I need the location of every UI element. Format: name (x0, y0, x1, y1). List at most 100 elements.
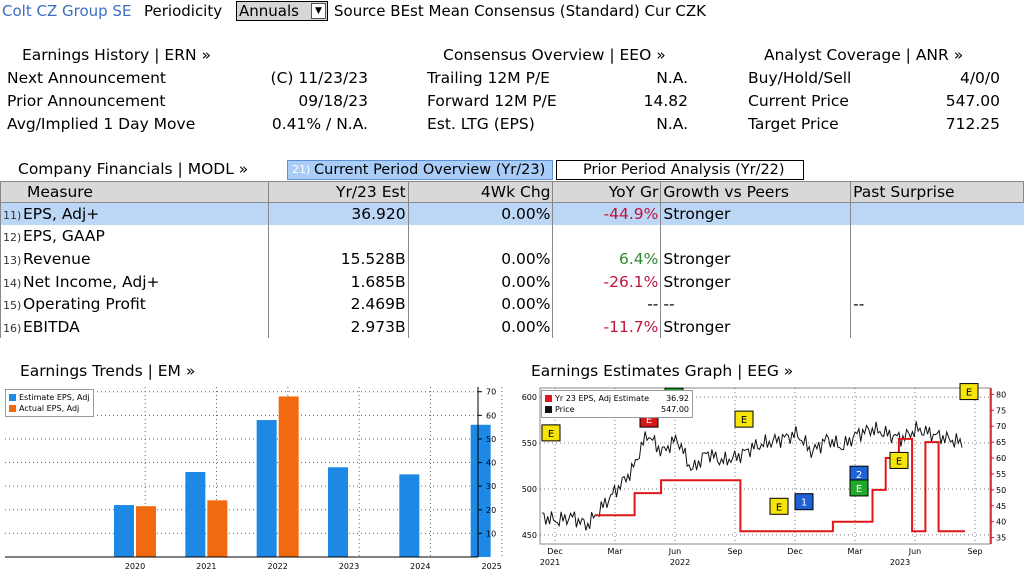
earnings-trends-link[interactable]: Earnings Trends | EM » (20, 362, 196, 380)
column-header[interactable]: Past Surprise (850, 181, 1024, 203)
tab-label: Current Period Overview (Yr/23) (314, 162, 546, 178)
table-header-row: Measure Yr/23 Est 4Wk Chg YoY Gr Growth … (0, 181, 1024, 203)
bar-actual (278, 396, 299, 557)
change-cell: 0.00% (407, 270, 553, 293)
earnings-marker-label: E (741, 415, 747, 426)
y-tick-label: 70 (486, 388, 496, 397)
y-tick-label-right: 45 (996, 502, 1006, 511)
table-row[interactable]: 16) EBITDA 2.973B 0.00% -11.7% Stronger (0, 315, 1024, 339)
y-tick-label-left: 450 (522, 531, 537, 540)
chevron-down-icon[interactable]: ▼ (311, 3, 326, 19)
company-financials-link[interactable]: Company Financials | MODL » (18, 160, 249, 178)
surprise-cell (850, 315, 1024, 339)
table-row[interactable]: 12) EPS, GAAP (0, 225, 1024, 248)
trends-legend: Estimate EPS, Adj Actual EPS, Adj (5, 389, 94, 417)
column-header[interactable]: YoY Gr (552, 181, 662, 203)
table-row[interactable]: 13) Revenue 15.528B 0.00% 6.4% Stronger (0, 247, 1024, 271)
earnings-marker-label: E (776, 502, 782, 513)
bar-estimate (470, 424, 491, 557)
security-header-bar: Colt CZ Group SE Periodicity Annuals ▼ S… (0, 0, 1024, 22)
ltg-value: N.A. (656, 115, 688, 133)
yoy-cell: -26.1% (552, 270, 661, 293)
row-number: 11) (3, 209, 22, 223)
implied-move-label: Avg/Implied 1 Day Move (7, 115, 196, 133)
target-price-label: Target Price (748, 115, 839, 133)
y-tick-label-right: 75 (996, 406, 1006, 415)
column-header[interactable]: Growth vs Peers (660, 181, 852, 203)
y-tick-label-right: 35 (996, 534, 1006, 543)
buy-hold-sell-value: 4/0/0 (959, 69, 1000, 87)
earnings-marker (889, 451, 909, 469)
measure-name: Net Income, Adj+ (23, 272, 160, 291)
change-cell: 0.00% (407, 315, 553, 339)
tab-number: 21) (292, 163, 311, 176)
ltg-label: Est. LTG (EPS) (427, 115, 535, 133)
earnings-marker-label: E (896, 456, 902, 467)
estimate-cell (267, 225, 409, 248)
row-number: 13) (3, 253, 22, 267)
row-number: 12) (3, 231, 22, 245)
yoy-cell: -44.9% (552, 202, 661, 226)
peers-cell: Stronger (660, 315, 851, 339)
legend-label: Price (555, 405, 575, 414)
column-header[interactable]: 4Wk Chg (407, 181, 554, 203)
estimate-cell: 15.528B (267, 247, 409, 271)
table-row[interactable]: 15) Operating Profit 2.469B 0.00% -- -- -… (0, 292, 1024, 316)
trailing-pe-label: Trailing 12M P/E (427, 69, 550, 87)
change-cell: 0.00% (407, 292, 553, 316)
company-name[interactable]: Colt CZ Group SE (2, 2, 132, 20)
peers-cell: Stronger (660, 247, 851, 271)
tab-current-period[interactable]: 21) Current Period Overview (Yr/23) (287, 160, 553, 180)
earnings-marker (959, 383, 979, 401)
legend-value: 547.00 (661, 405, 689, 414)
periodicity-select[interactable]: Annuals ▼ (236, 1, 328, 21)
legend-swatch (9, 405, 16, 412)
table-row[interactable]: 14) Net Income, Adj+ 1.685B 0.00% -26.1% … (0, 270, 1024, 293)
measure-name: EPS, Adj+ (23, 205, 100, 224)
y-tick-label: 50 (486, 435, 496, 444)
x-month-label: Mar (847, 547, 863, 556)
earnings-estimates-chart: 450 500 550 600 35 40 45 50 55 60 65 70 75 80 Dec Mar Ju… (522, 383, 1006, 567)
yoy-cell: -- (552, 292, 661, 316)
forward-pe-label: Forward 12M P/E (427, 92, 557, 110)
table-row[interactable]: 11) EPS, Adj+ 36.920 0.00% -44.9% Stronge… (0, 202, 1024, 226)
current-price-value: 547.00 (945, 92, 1000, 110)
x-year-label: 2023 (890, 558, 910, 567)
buy-hold-sell-label: Buy/Hold/Sell (748, 69, 852, 87)
tab-number: 22) (561, 163, 580, 176)
tab-prior-period[interactable]: 22) Prior Period Analysis (Yr/22) (556, 160, 804, 180)
x-tick-label: 2020 (125, 562, 145, 571)
estimate-line (595, 437, 965, 533)
earnings-history-link[interactable]: Earnings History | ERN » (22, 46, 211, 64)
legend-swatch (545, 395, 552, 402)
y-tick-label: 60 (486, 411, 496, 420)
earnings-marker-label: E (646, 415, 652, 426)
earnings-marker (849, 479, 869, 497)
earnings-marker (769, 497, 789, 515)
x-month-label: Jun (908, 547, 922, 556)
x-month-label: Sep (967, 547, 982, 556)
x-month-label: Dec (547, 547, 562, 556)
y-tick-label: 10 (486, 529, 496, 538)
x-tick-label: 2023 (339, 562, 359, 571)
change-cell: 0.00% (407, 247, 553, 271)
estimate-cell: 1.685B (267, 270, 409, 293)
consensus-overview-link[interactable]: Consensus Overview | EEO » (443, 46, 666, 64)
surprise-cell (850, 202, 1024, 226)
x-tick-label: 2022 (267, 562, 287, 571)
bar-actual (136, 506, 156, 557)
y-tick-label: 20 (486, 506, 496, 515)
column-header[interactable]: Yr/23 Est (267, 181, 409, 203)
analyst-coverage-link[interactable]: Analyst Coverage | ANR » (764, 46, 964, 64)
earnings-estimates-graph-link[interactable]: Earnings Estimates Graph | EEG » (531, 362, 794, 380)
column-header[interactable]: Measure (0, 181, 269, 203)
earnings-marker (794, 493, 814, 511)
earnings-marker-label: 1 (801, 498, 807, 509)
x-month-label: Mar (607, 547, 623, 556)
source-text: Source BEst Mean Consensus (Standard) Cu… (334, 2, 706, 20)
y-tick-label-left: 500 (522, 485, 537, 494)
measure-name: Revenue (23, 249, 91, 268)
estimate-cell: 2.973B (267, 315, 409, 339)
trailing-pe-value: N.A. (656, 69, 688, 87)
x-month-label: Sep (727, 547, 742, 556)
